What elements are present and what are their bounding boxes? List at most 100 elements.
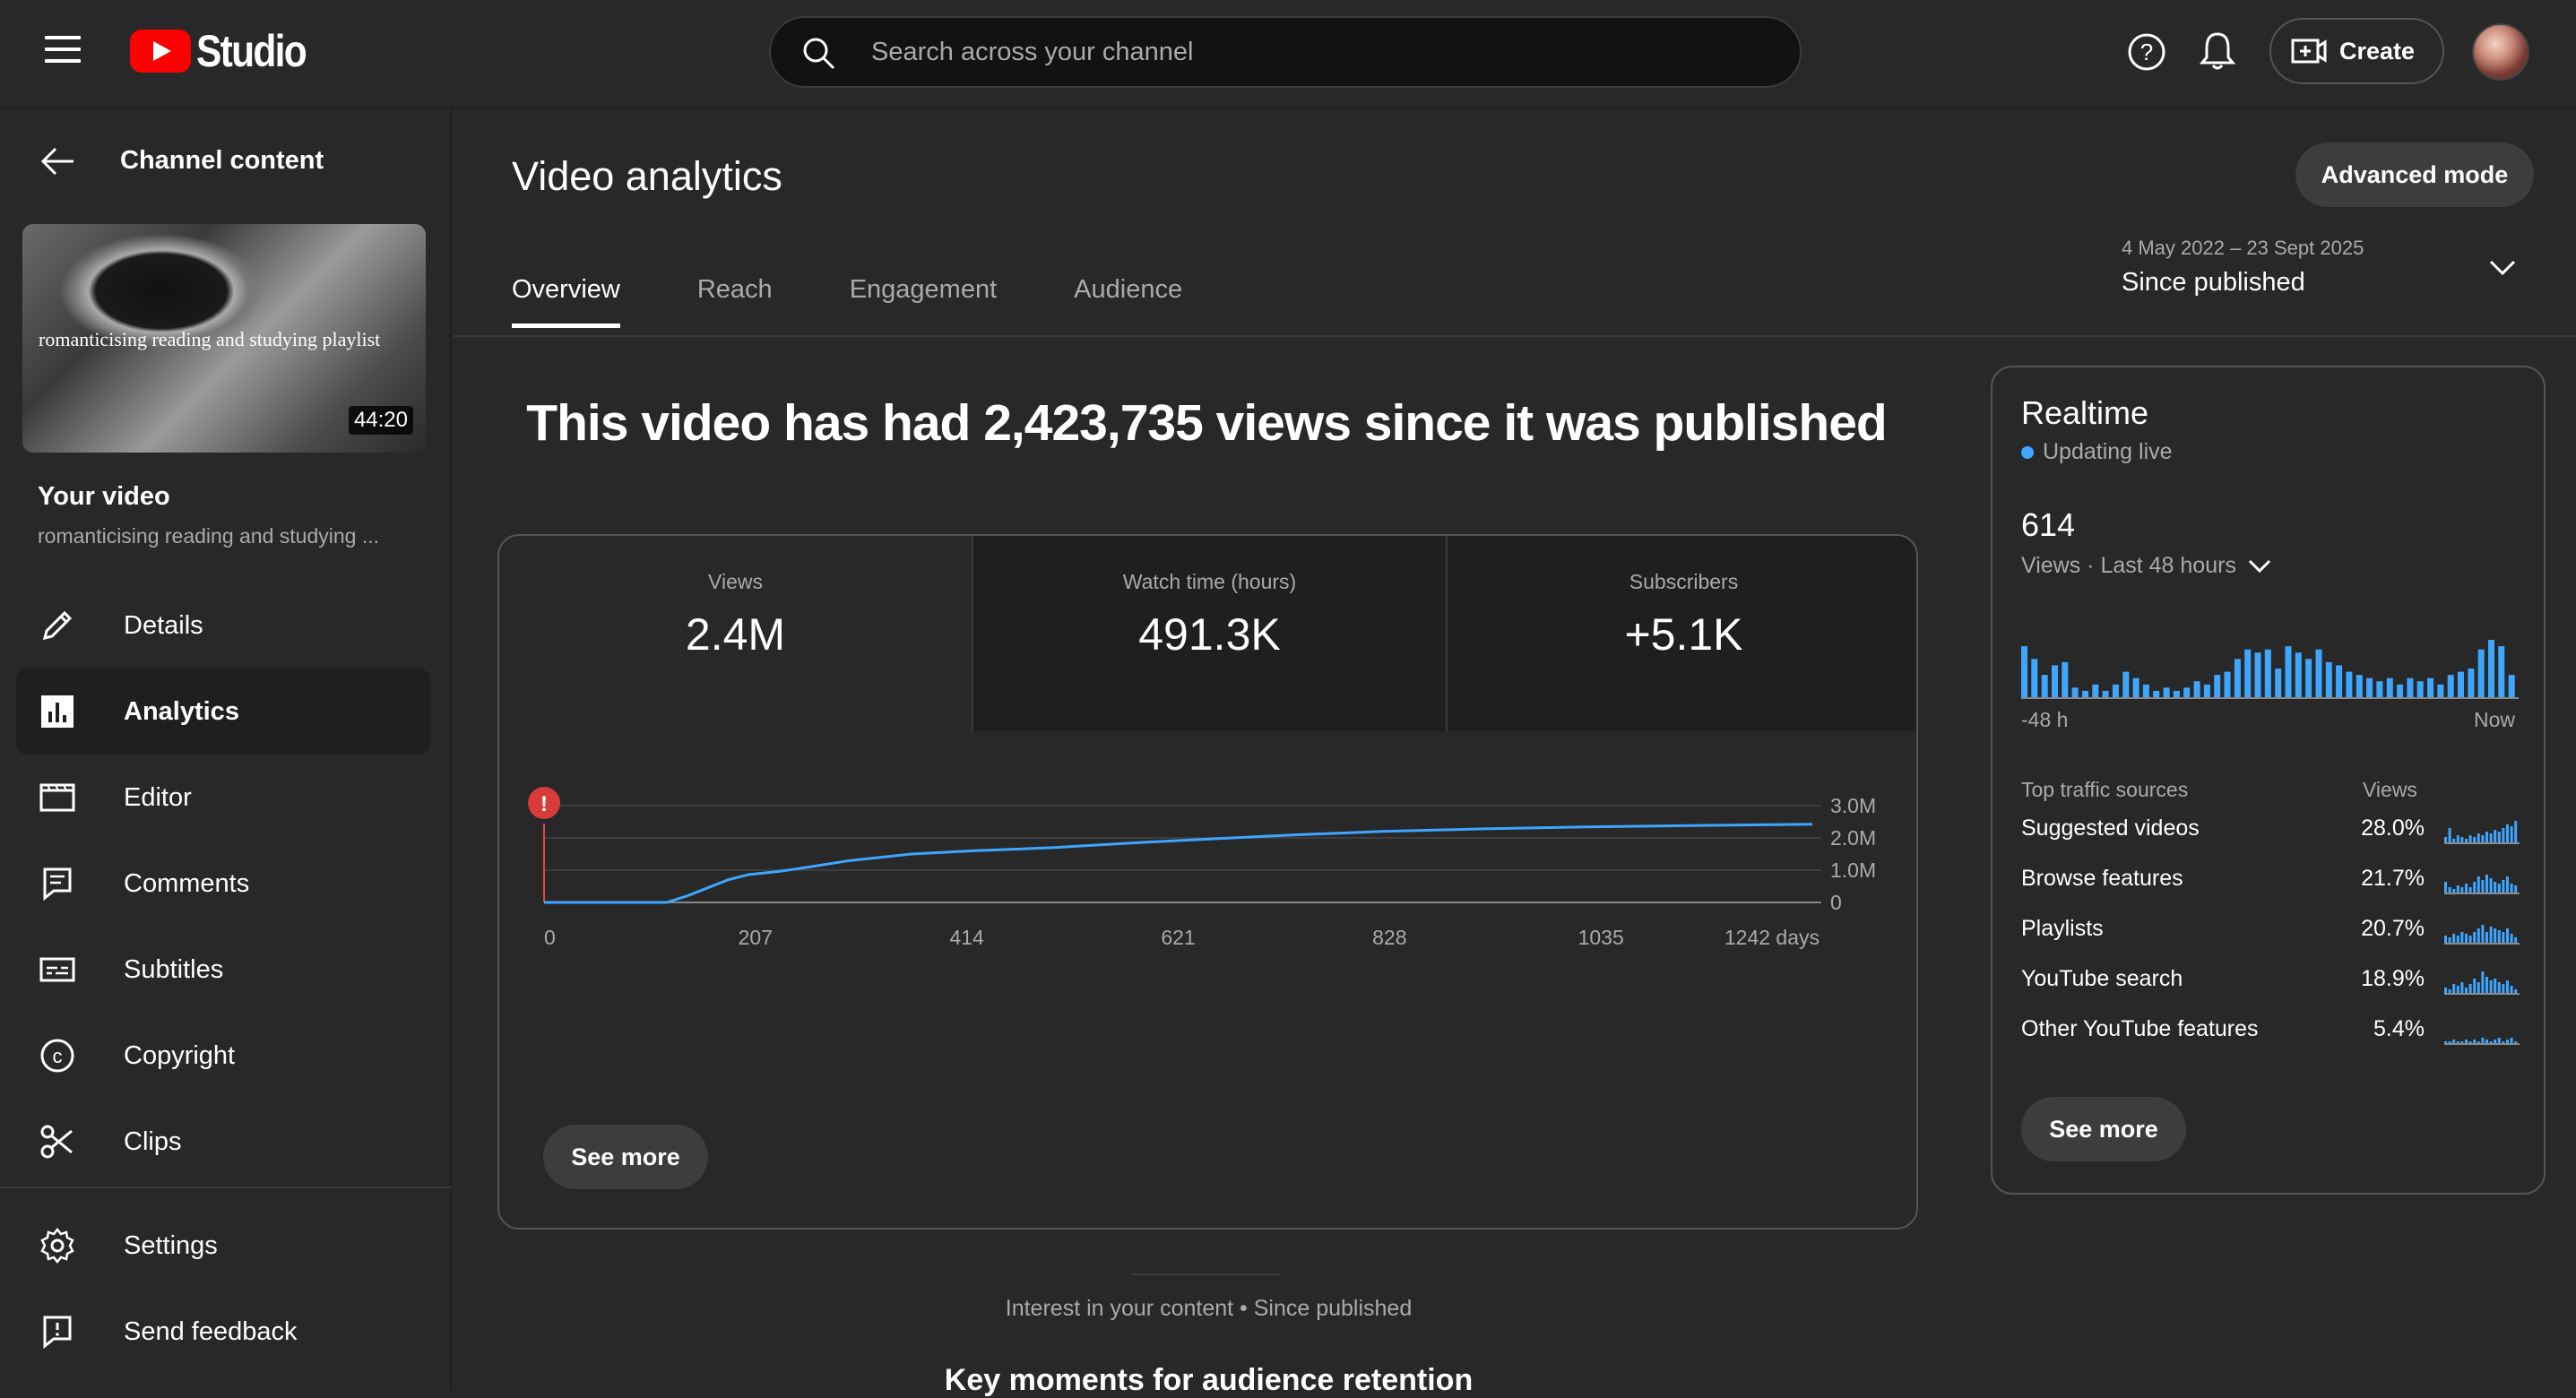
realtime-bar	[2508, 675, 2515, 697]
chevron-down-icon[interactable]	[2488, 259, 2517, 277]
realtime-bar	[2437, 684, 2444, 697]
metric-value: 2.4M	[685, 609, 786, 660]
overview-card: Views 2.4M Watch time (hours) 491.3K Sub…	[497, 534, 1918, 1230]
traffic-sparkline	[2444, 1038, 2520, 1045]
y-tick-label: 0	[1830, 891, 1842, 914]
svg-text:c: c	[53, 1045, 63, 1067]
metric-views[interactable]: Views 2.4M	[499, 536, 972, 731]
comments-icon	[43, 867, 72, 902]
realtime-status: Updating live	[2021, 439, 2173, 465]
sparkline-bar	[2485, 1040, 2488, 1043]
realtime-bar	[2052, 665, 2058, 697]
realtime-bar	[2477, 649, 2485, 697]
see-more-button[interactable]: See more	[543, 1125, 708, 1189]
date-range-label[interactable]: Since published	[2122, 268, 2305, 297]
tabs-divider	[454, 335, 2576, 337]
realtime-bar	[2173, 690, 2180, 697]
sidebar-item-settings[interactable]: Settings	[16, 1203, 430, 1289]
realtime-bar-chart[interactable]	[2021, 627, 2519, 699]
sparkline-bar	[2468, 984, 2472, 993]
sparkline-bar	[2497, 832, 2501, 842]
sidebar-item-clips[interactable]: Clips	[16, 1099, 430, 1185]
sidebar-divider	[0, 1187, 452, 1188]
traffic-source-row[interactable]: YouTube search 18.9%	[2021, 966, 2523, 1011]
traffic-source-row[interactable]: Other YouTube features 5.4%	[2021, 1016, 2523, 1061]
x-tick-label: 414	[949, 926, 984, 949]
sidebar-item-copyright[interactable]: c Copyright	[16, 1013, 430, 1099]
advanced-mode-button[interactable]: Advanced mode	[2295, 142, 2534, 207]
sidebar-item-label: Details	[124, 610, 203, 640]
tab-engagement[interactable]: Engagement	[849, 275, 998, 304]
alert-icon	[528, 787, 560, 819]
sidebar-item-subtitles[interactable]: Subtitles	[16, 927, 430, 1013]
menu-icon[interactable]	[45, 36, 81, 63]
sparkline-bar	[2477, 833, 2480, 842]
sparkline-bar	[2473, 882, 2477, 893]
sparkline-bar	[2489, 980, 2493, 993]
sidebar-item-comments[interactable]: Comments	[16, 841, 430, 927]
sparkline-bar	[2514, 1041, 2518, 1043]
sparkline-bar	[2514, 821, 2518, 842]
video-thumbnail[interactable]: romanticising reading and studying playl…	[22, 224, 426, 453]
sparkline-bar	[2473, 1040, 2477, 1043]
traffic-source-row[interactable]: Browse features 21.7%	[2021, 866, 2523, 910]
realtime-bar	[2021, 646, 2027, 697]
sparkline-bar	[2489, 1041, 2493, 1043]
realtime-see-more-button[interactable]: See more	[2021, 1097, 2186, 1161]
views-line-chart[interactable]: 3.0M 2.0M 1.0M 0 0 207 414 621 828 1035 1242 days!	[499, 787, 1918, 1020]
sparkline-bar	[2502, 880, 2505, 893]
studio-logo[interactable]: Studio	[130, 25, 325, 77]
sparkline-bar	[2497, 1038, 2501, 1043]
search-icon	[803, 38, 835, 70]
metric-divider	[1446, 536, 1448, 731]
sparkline-bar	[2444, 1041, 2447, 1043]
sidebar-item-send-feedback[interactable]: Send feedback	[16, 1289, 430, 1375]
sparkline-bar	[2514, 937, 2518, 943]
realtime-bar	[2163, 687, 2170, 697]
search-bar[interactable]	[769, 16, 1802, 88]
tab-audience[interactable]: Audience	[1074, 275, 1183, 304]
sparkline-bar	[2485, 875, 2488, 893]
traffic-source-row[interactable]: Playlists 20.7%	[2021, 916, 2523, 961]
metric-watch-time[interactable]: Watch time (hours) 491.3K	[973, 536, 1446, 731]
sparkline-bar	[2510, 884, 2513, 893]
sparkline-bar	[2452, 839, 2456, 842]
sparkline-bar	[2456, 835, 2459, 842]
sidebar-item-details[interactable]: Details	[16, 582, 430, 669]
create-button[interactable]: Create	[2269, 18, 2444, 84]
avatar[interactable]	[2472, 23, 2529, 81]
sidebar-item-editor[interactable]: Editor	[16, 755, 430, 841]
help-icon[interactable]: ?	[2127, 32, 2166, 72]
realtime-bar	[2092, 684, 2099, 697]
traffic-sparkline	[2444, 821, 2520, 844]
section-divider	[1132, 1273, 1280, 1275]
realtime-bar	[2488, 640, 2494, 697]
analytics-icon	[41, 695, 73, 728]
notifications-icon[interactable]	[2200, 30, 2235, 72]
gear-icon	[40, 1228, 74, 1264]
create-video-icon	[2291, 39, 2327, 64]
traffic-source-row[interactable]: Suggested videos 28.0%	[2021, 816, 2523, 860]
page-title: Video analytics	[512, 153, 782, 199]
tab-overview[interactable]: Overview	[512, 275, 620, 328]
realtime-bar	[2193, 681, 2200, 697]
back-arrow-icon	[40, 147, 73, 175]
realtime-title: Realtime	[2021, 394, 2149, 431]
sparkline-bar	[2468, 835, 2472, 842]
back-to-channel-content[interactable]: Channel content	[39, 146, 324, 176]
metric-subscribers[interactable]: Subscribers +5.1K	[1448, 536, 1916, 731]
sparkline-bar	[2489, 833, 2493, 842]
sparkline-bar	[2477, 928, 2480, 943]
realtime-period-dropdown[interactable]: Views · Last 48 hours	[2021, 553, 2272, 579]
x-tick-label: 1242 days	[1725, 926, 1820, 949]
date-range[interactable]: 4 May 2022 – 23 Sept 2025	[2122, 237, 2364, 259]
sparkline-bar	[2465, 934, 2468, 943]
views-headline: This video has had 2,423,735 views since…	[526, 394, 1887, 452]
search-input[interactable]	[871, 18, 1768, 86]
realtime-count: 614	[2021, 506, 2076, 543]
sparkline-bar	[2514, 885, 2518, 893]
tab-reach[interactable]: Reach	[696, 275, 773, 304]
alert-icon-glyph: !	[540, 792, 548, 816]
sidebar-item-analytics[interactable]: Analytics	[16, 669, 430, 755]
sparkline-bar	[2494, 979, 2497, 993]
